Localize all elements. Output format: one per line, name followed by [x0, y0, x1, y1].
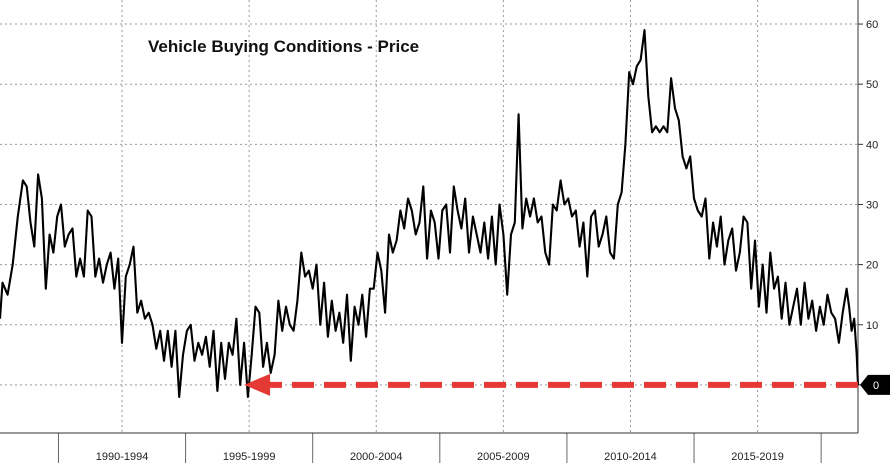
- chart-title: Vehicle Buying Conditions - Price: [148, 37, 419, 56]
- dashed-arrow-annotation: [244, 373, 858, 396]
- y-tick-label: 60: [866, 19, 878, 31]
- x-tick-label: 2015-2019: [731, 451, 784, 463]
- y-tick-label: 40: [866, 139, 878, 151]
- x-tick-label: 2010-2014: [604, 451, 657, 463]
- last-value-label: 0: [873, 380, 879, 392]
- y-axis-ticks: 10 20 30 40 50 60: [858, 19, 878, 386]
- period-separators: [57, 433, 822, 463]
- y-tick-label: 10: [866, 320, 878, 332]
- x-tick-label: 2000-2004: [350, 451, 403, 463]
- series-line: [0, 29, 860, 398]
- horizontal-gridlines: [0, 23, 858, 386]
- arrow-head: [244, 373, 271, 396]
- x-tick-label: 2005-2009: [477, 451, 530, 463]
- x-tick-label: 1990-1994: [96, 451, 149, 463]
- x-tick-label: 1995-1999: [223, 451, 276, 463]
- x-axis-labels: 1990-1994 1995-1999 2000-2004 2005-2009 2010…: [96, 451, 784, 463]
- last-value-badge: 0: [860, 374, 890, 395]
- badge-shape: [860, 374, 890, 395]
- y-tick-label: 20: [866, 260, 878, 272]
- vertical-gridlines: [121, 0, 759, 433]
- y-tick-label: 30: [866, 199, 878, 211]
- y-tick-label: 50: [866, 79, 878, 91]
